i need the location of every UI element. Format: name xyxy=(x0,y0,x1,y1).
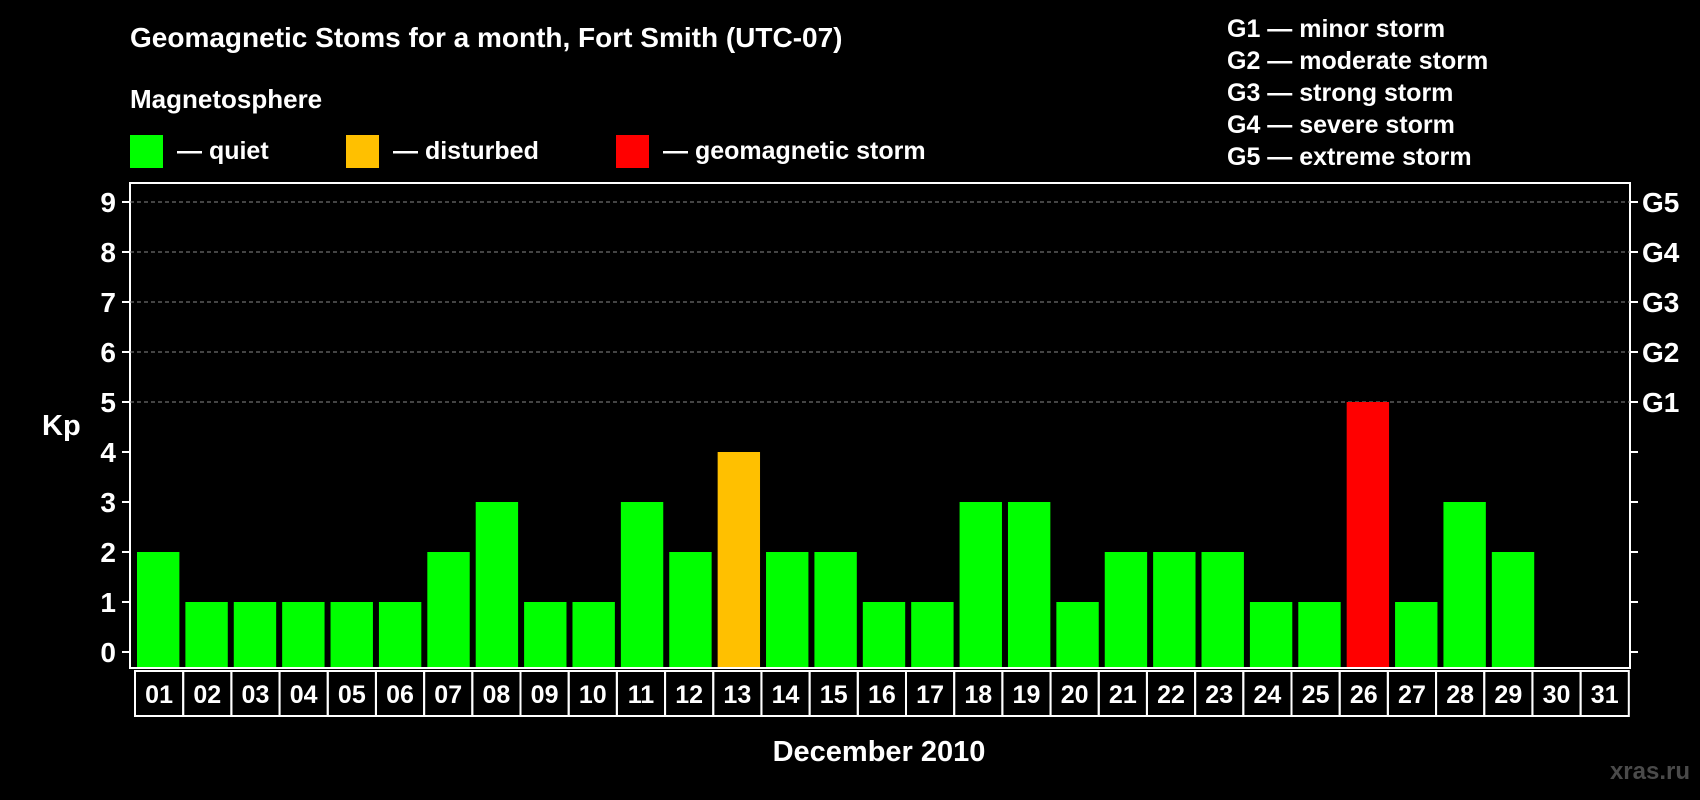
right-axis-label-g3: G3 xyxy=(1642,287,1679,318)
bar-05 xyxy=(330,602,373,667)
bar-22 xyxy=(1153,552,1196,667)
x-tick-label-03: 03 xyxy=(242,681,270,709)
bar-19 xyxy=(1007,502,1051,667)
disturbed-swatch xyxy=(346,134,379,168)
bar-18 xyxy=(959,502,1002,667)
x-tick-label-20: 20 xyxy=(1061,681,1089,709)
storm-swatch xyxy=(616,134,649,168)
y-tick-label-9: 9 xyxy=(100,187,116,218)
bar-02 xyxy=(185,602,228,667)
storm-scale-g4: G4 — severe storm xyxy=(1227,111,1455,139)
bar-07 xyxy=(427,552,470,667)
bar-21 xyxy=(1104,552,1148,667)
x-tick-label-19: 19 xyxy=(1013,681,1041,709)
bar-28 xyxy=(1443,502,1486,667)
bar-25 xyxy=(1298,602,1341,667)
x-tick-label-29: 29 xyxy=(1494,681,1522,709)
legend-heading: Magnetosphere xyxy=(130,84,323,114)
x-tick-label-23: 23 xyxy=(1205,681,1233,709)
x-tick-label-15: 15 xyxy=(820,681,848,709)
bar-20 xyxy=(1056,602,1099,667)
x-tick-label-12: 12 xyxy=(675,681,703,709)
bar-01 xyxy=(137,552,180,667)
x-tick-label-27: 27 xyxy=(1398,681,1426,709)
x-tick-label-28: 28 xyxy=(1446,681,1474,709)
bar-12 xyxy=(669,552,712,667)
bar-16 xyxy=(862,602,906,667)
x-tick-label-08: 08 xyxy=(482,681,510,709)
x-tick-label-11: 11 xyxy=(628,681,655,709)
bar-24 xyxy=(1249,602,1293,667)
x-tick-label-30: 30 xyxy=(1543,681,1571,709)
storm-scale-legend: G1 — minor storm G2 — moderate storm G3 … xyxy=(1227,13,1488,173)
y-tick-label-5: 5 xyxy=(100,387,116,418)
chart-title: Geomagnetic Stoms for a month, Fort Smit… xyxy=(130,22,843,53)
x-tick-label-13: 13 xyxy=(723,681,751,709)
quiet-swatch xyxy=(130,134,163,168)
bar-14 xyxy=(766,552,809,667)
bar-29 xyxy=(1491,552,1535,667)
bar-23 xyxy=(1201,552,1244,667)
bar-04 xyxy=(282,602,325,667)
x-tick-label-26: 26 xyxy=(1350,681,1378,709)
x-tick-label-02: 02 xyxy=(193,681,221,709)
y-tick-label-1: 1 xyxy=(100,587,116,618)
x-tick-label-06: 06 xyxy=(386,681,414,709)
y-tick-label-0: 0 xyxy=(100,637,116,668)
plot-frame xyxy=(129,182,1631,669)
x-tick-label-10: 10 xyxy=(579,681,607,709)
right-axis-label-g5: G5 xyxy=(1642,187,1679,218)
right-axis-label-g1: G1 xyxy=(1642,387,1679,418)
x-tick-label-25: 25 xyxy=(1302,681,1330,709)
x-tick-label-22: 22 xyxy=(1157,681,1185,709)
legend-label-quiet: — quiet xyxy=(177,136,269,165)
bar-17 xyxy=(911,602,954,667)
bar-03 xyxy=(233,602,277,667)
x-tick-label-17: 17 xyxy=(916,681,944,709)
bar-15 xyxy=(814,552,857,667)
bar-09 xyxy=(524,602,567,667)
bar-10 xyxy=(572,602,615,667)
y-axis-label: Kp xyxy=(42,410,81,442)
storm-scale-g3: G3 — strong storm xyxy=(1227,79,1454,107)
x-tick-label-16: 16 xyxy=(868,681,896,709)
legend-label-storm: — geomagnetic storm xyxy=(663,136,926,165)
bar-27 xyxy=(1395,602,1438,667)
x-axis-label: December 2010 xyxy=(772,736,986,768)
legend-item-disturbed: — disturbed xyxy=(346,134,539,168)
x-tick-label-14: 14 xyxy=(772,681,800,709)
y-tick-label-2: 2 xyxy=(100,537,116,568)
x-cell-31 xyxy=(1579,670,1630,717)
x-tick-label-01: 01 xyxy=(145,681,173,709)
storm-scale-g1: G1 — minor storm xyxy=(1227,15,1446,43)
bar-08 xyxy=(475,502,519,667)
x-tick-label-09: 09 xyxy=(531,681,559,709)
y-tick-label-7: 7 xyxy=(100,287,116,318)
x-tick-label-04: 04 xyxy=(290,681,318,709)
right-axis-label-g2: G2 xyxy=(1642,337,1679,368)
legend-item-quiet: — quiet xyxy=(130,134,269,168)
bar-13 xyxy=(717,452,761,667)
x-tick-label-21: 21 xyxy=(1109,681,1137,709)
legend-item-storm: — geomagnetic storm xyxy=(616,134,926,168)
y-tick-label-4: 4 xyxy=(100,437,116,468)
watermark: xras.ru xyxy=(1609,758,1690,785)
storm-scale-g5: G5 — extreme storm xyxy=(1227,143,1472,171)
bar-26 xyxy=(1346,402,1390,667)
x-tick-label-24: 24 xyxy=(1253,681,1281,709)
bar-06 xyxy=(378,602,422,667)
x-tick-label-18: 18 xyxy=(964,681,992,709)
y-tick-label-3: 3 xyxy=(100,487,116,518)
storm-scale-g2: G2 — moderate storm xyxy=(1227,47,1489,75)
y-tick-label-8: 8 xyxy=(100,237,116,268)
right-axis-label-g4: G4 xyxy=(1642,237,1680,268)
x-tick-label-07: 07 xyxy=(434,681,462,709)
legend-label-disturbed: — disturbed xyxy=(393,136,539,165)
bar-11 xyxy=(620,502,664,667)
x-tick-label-05: 05 xyxy=(338,681,366,709)
y-tick-label-6: 6 xyxy=(100,337,116,368)
x-tick-label-31: 31 xyxy=(1591,681,1619,709)
